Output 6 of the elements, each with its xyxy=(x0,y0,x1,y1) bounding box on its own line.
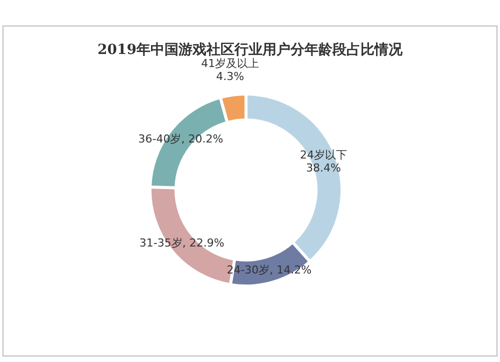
data-label: 38.4% xyxy=(306,161,342,174)
slice-label: 41岁及以上 xyxy=(201,57,260,70)
slice-label: 24岁以下 xyxy=(300,148,348,162)
slice-label: 31-35岁, 22.9% xyxy=(139,236,224,250)
chart-title: 2019年中国游戏社区行业用户分年龄段占比情况 xyxy=(98,41,404,58)
data-label: 4.3% xyxy=(216,70,244,84)
